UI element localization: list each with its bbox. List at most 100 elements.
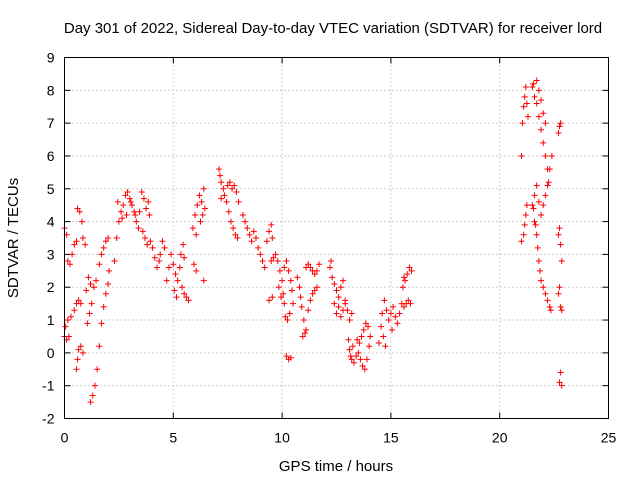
data-point [94,366,101,373]
data-point [123,212,130,219]
data-point [380,333,387,340]
data-point [119,215,126,222]
data-point [531,192,538,199]
data-point [157,251,164,258]
data-point [281,264,288,271]
data-point [557,369,564,376]
data-point [221,192,228,199]
data-point [232,231,239,238]
data-point [233,189,240,196]
data-point [556,379,563,386]
data-point [193,267,200,274]
data-point [313,284,320,291]
data-point [556,284,563,291]
data-point [303,326,310,333]
data-point [114,198,121,205]
data-point [71,241,78,248]
data-point [518,238,525,245]
data-point [521,221,528,228]
data-point [231,182,238,189]
data-point [102,238,109,245]
data-point [224,182,231,189]
data-point [71,307,78,314]
data-point [367,333,374,340]
data-point [252,235,259,241]
data-point [270,254,277,261]
data-point [215,166,222,173]
data-point [400,274,407,281]
data-point [328,257,335,264]
data-point [163,277,170,284]
data-point [181,290,188,297]
data-point [301,330,308,337]
data-point [284,317,291,324]
data-point [331,280,338,287]
data-point [381,297,388,304]
data-point [392,313,399,320]
data-point [98,320,105,327]
data-point [145,198,152,205]
data-point [544,182,551,189]
data-point [404,271,411,278]
data-point [333,287,340,294]
data-point [120,202,127,209]
data-point [316,261,323,268]
data-point [218,179,225,186]
data-point [179,284,186,291]
data-point [311,287,318,294]
data-point [360,326,367,333]
data-point [356,340,363,347]
data-point [96,343,103,350]
data-point [100,303,107,310]
data-point [185,297,192,304]
data-point [530,205,537,212]
data-point [268,257,275,264]
data-point [144,241,151,248]
data-point [346,317,353,324]
data-point [540,110,547,117]
data-point [143,205,150,212]
data-point [200,185,207,192]
data-point [540,202,547,209]
data-point [136,208,143,215]
data-point [122,192,129,199]
data-point [246,231,253,238]
data-point [355,349,362,356]
data-point [218,195,225,202]
data-point [223,198,230,205]
y-tick-label: 8 [47,82,55,98]
data-point [349,343,356,350]
data-point [174,277,181,284]
data-point [400,303,407,310]
data-point [170,261,177,268]
data-point [133,218,140,225]
data-point [390,303,397,310]
data-point [69,251,76,258]
data-point [382,343,389,350]
data-point [74,205,81,212]
data-point [64,317,71,324]
data-point [77,300,84,307]
data-point [399,284,406,291]
data-point [542,290,549,297]
data-point [168,251,175,258]
data-point [387,310,394,317]
data-point [533,77,540,84]
data-point [285,267,292,274]
data-point [542,192,549,199]
data-point [194,202,201,209]
data-point [118,208,125,215]
data-point [533,231,540,238]
data-point [557,120,564,127]
data-point [65,333,72,340]
data-point [73,238,80,245]
data-point [335,294,342,301]
data-point [520,103,527,110]
data-point [520,231,527,238]
data-point [268,221,275,228]
data-point [348,356,355,363]
data-point [555,129,562,136]
data-point [340,277,347,284]
data-point [359,362,366,369]
data-point [193,231,200,238]
